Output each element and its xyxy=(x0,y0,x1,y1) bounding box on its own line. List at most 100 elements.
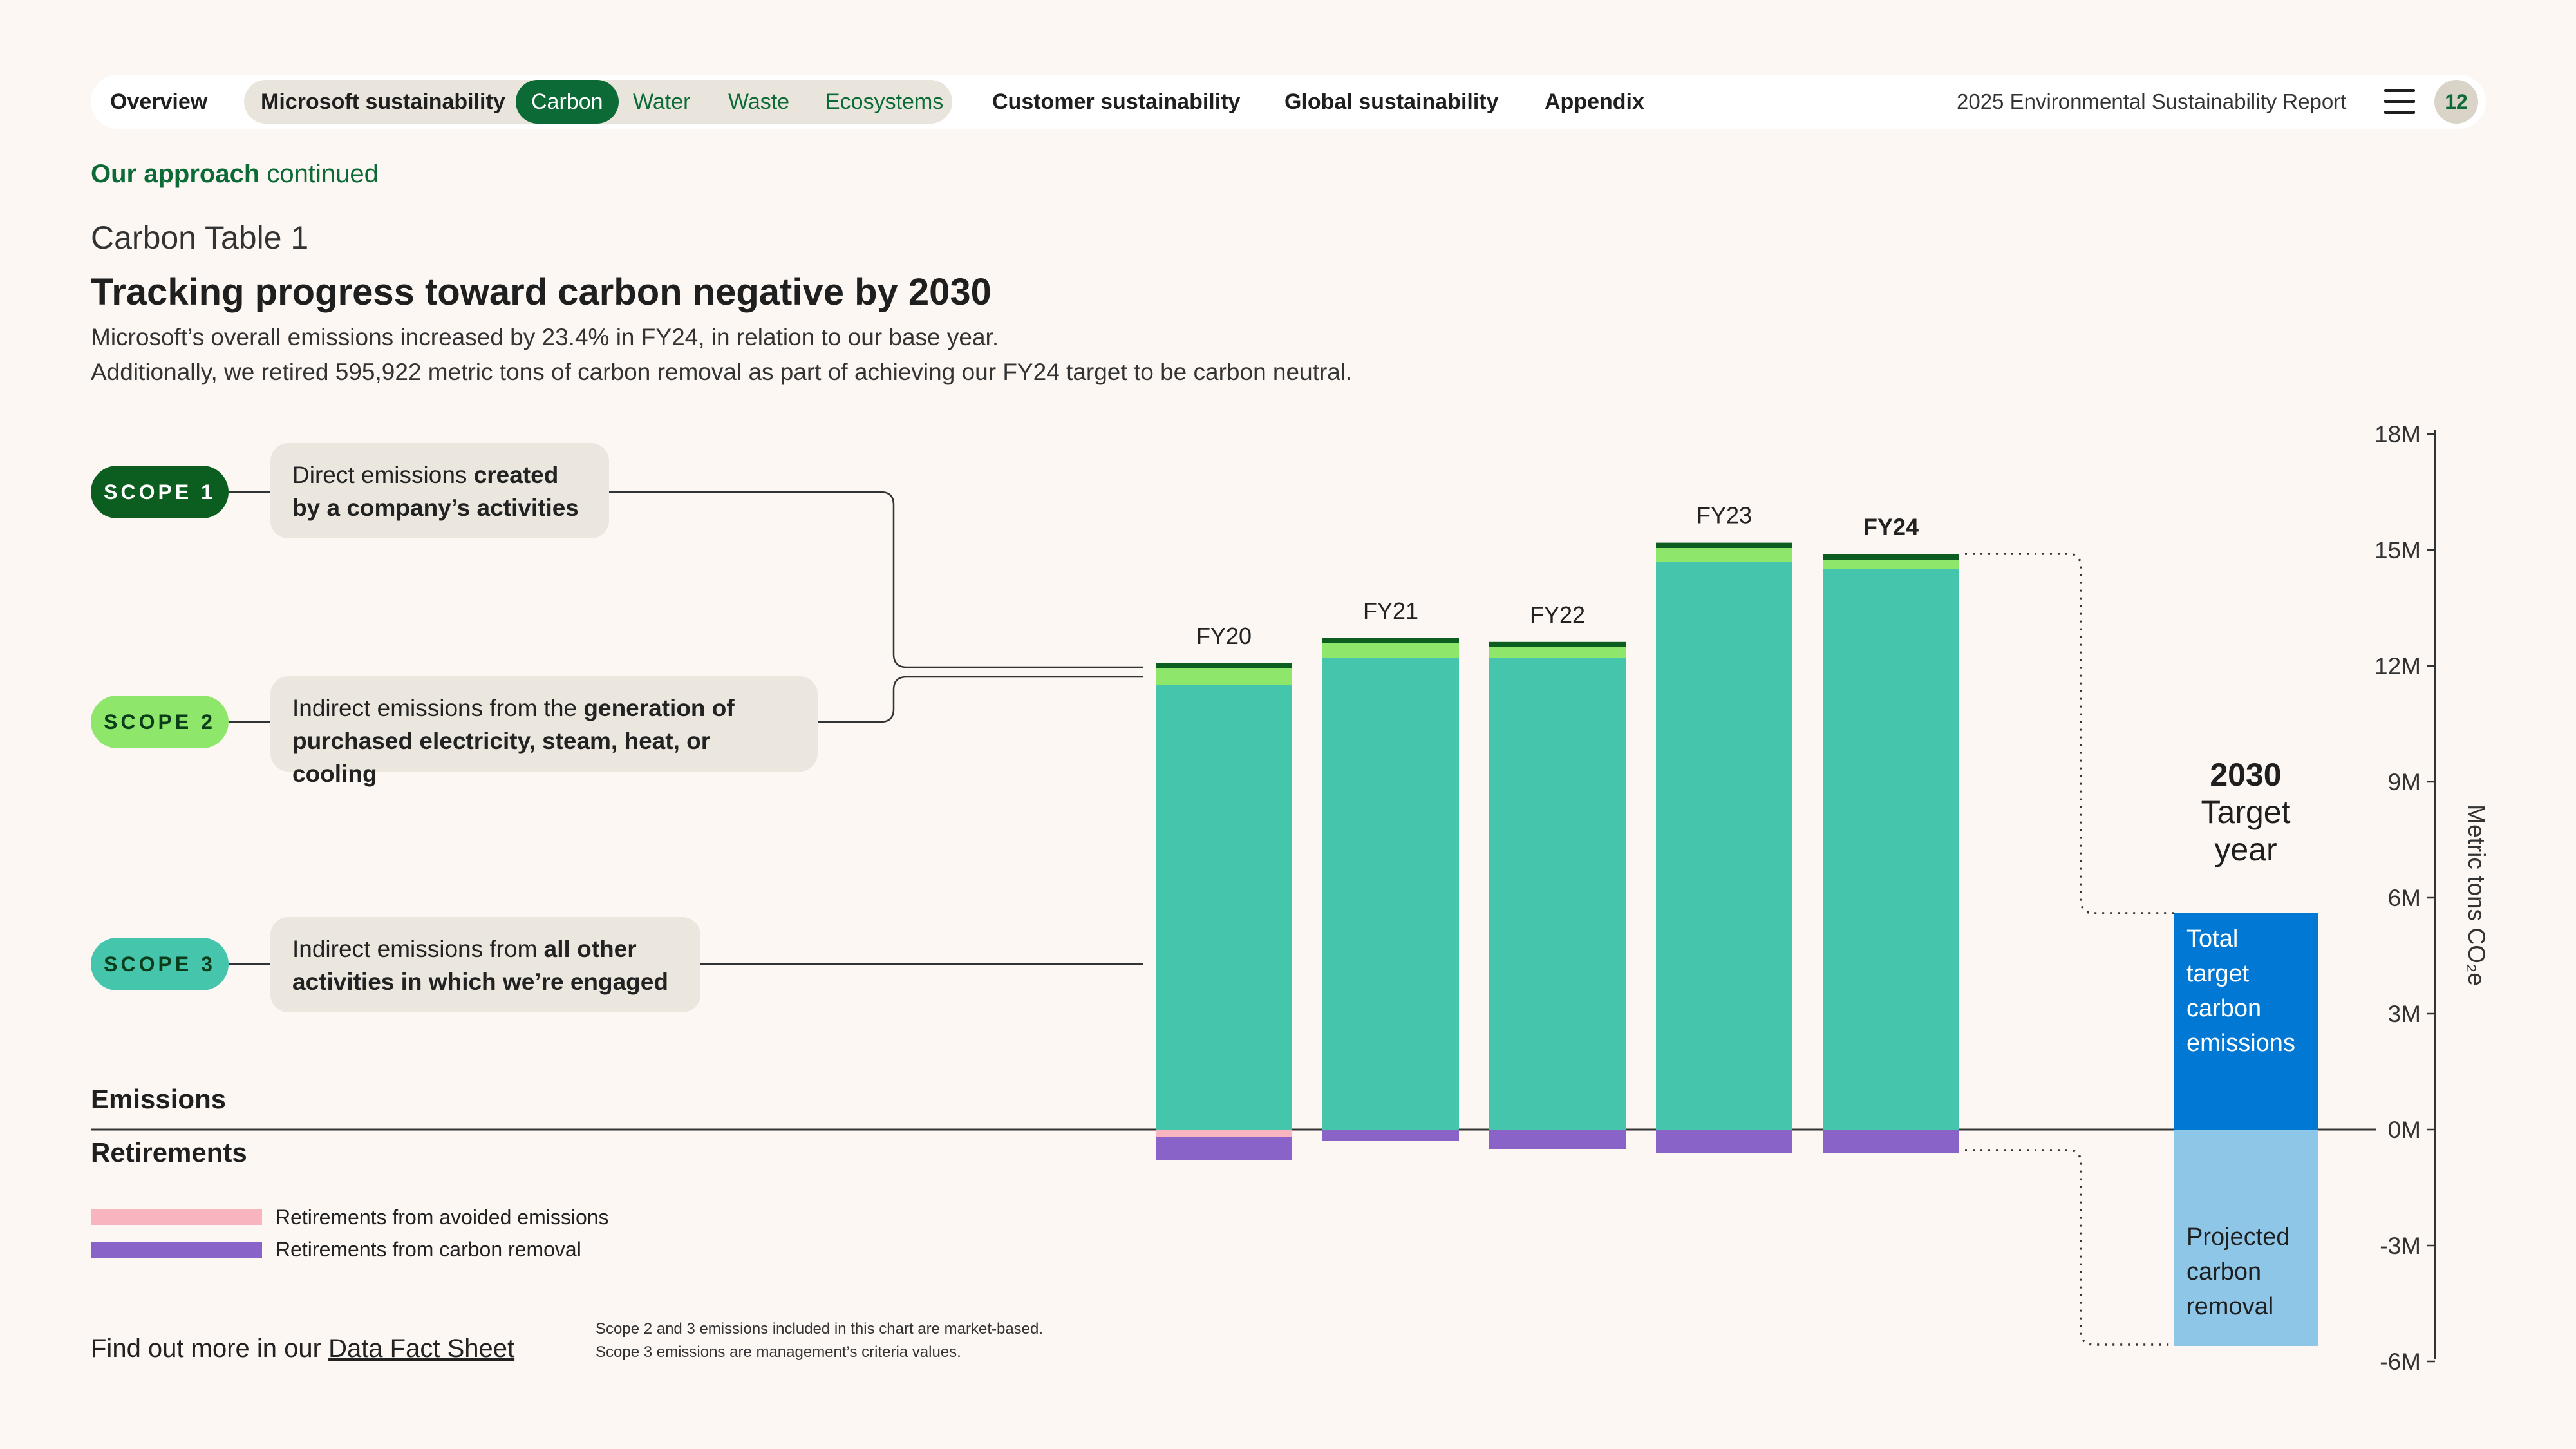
y-tick-label: 0M xyxy=(2388,1117,2421,1143)
scope-2-label: SCOPE 2 xyxy=(104,710,216,734)
nav-customer-sustainability[interactable]: Customer sustainability xyxy=(992,90,1241,114)
scope-3-description: Indirect emissions from all other activi… xyxy=(270,917,700,1012)
bar-segment-fy20-2 xyxy=(1156,663,1292,668)
bar-segment-fy21-0 xyxy=(1322,658,1459,1130)
bar-label-fy21: FY21 xyxy=(1363,598,1418,624)
footnote-1: Scope 2 and 3 emissions included in this… xyxy=(596,1320,1044,1338)
scope-2-text-a: Indirect emissions from the xyxy=(292,695,584,721)
bar-segment-fy24-2 xyxy=(1823,554,1959,560)
y-tick-label: 18M xyxy=(2374,421,2421,448)
legend-swatch-removal xyxy=(91,1242,262,1258)
section-breadcrumb: Our approach continued xyxy=(91,160,379,189)
nav-waste[interactable]: Waste xyxy=(728,90,790,114)
target-emissions-label: carbon xyxy=(2186,995,2261,1022)
bar-label-fy23: FY23 xyxy=(1697,502,1752,529)
top-nav: Overview Microsoft sustainability Carbon… xyxy=(91,75,2486,129)
nav-water[interactable]: Water xyxy=(633,90,691,114)
bar-segment-fy20-1 xyxy=(1156,668,1292,685)
target-removal-bar xyxy=(2174,1130,2318,1346)
bar-segment-fy20-0 xyxy=(1156,685,1292,1130)
y-tick-label: -6M xyxy=(2380,1349,2421,1375)
nav-ecosystems[interactable]: Ecosystems xyxy=(825,90,944,114)
footnote-2: Scope 3 emissions are management’s crite… xyxy=(596,1343,961,1361)
target-connector-bottom xyxy=(1965,1149,2174,1346)
bar-label-fy20: FY20 xyxy=(1196,623,1252,649)
bar-segment-fy21-1 xyxy=(1322,643,1459,658)
bar-segment-fy22-4 xyxy=(1489,1130,1626,1149)
target-removal-label: carbon xyxy=(2186,1258,2261,1285)
scope-2-description: Indirect emissions from the generation o… xyxy=(270,676,818,787)
scope-3-label: SCOPE 3 xyxy=(104,952,216,976)
legend-label-removal: Retirements from carbon removal xyxy=(276,1238,581,1261)
bar-segment-fy24-1 xyxy=(1823,560,1959,569)
page-number-badge: 12 xyxy=(2434,80,2478,124)
approach-continued: continued xyxy=(259,160,379,188)
y-tick-label: 12M xyxy=(2374,653,2421,679)
y-tick-label: 15M xyxy=(2374,537,2421,564)
report-title: 2025 Environmental Sustainability Report xyxy=(1957,90,2347,113)
scope-2-pill: SCOPE 2 xyxy=(91,696,229,748)
y-tick-label: 6M xyxy=(2388,885,2421,911)
y-axis-label: Metric tons CO₂e xyxy=(2463,804,2490,986)
scope-2-text-b: generation of xyxy=(583,695,735,721)
bar-segment-fy21-4 xyxy=(1322,1130,1459,1141)
bar-segment-fy23-4 xyxy=(1656,1130,1792,1153)
nav-overview[interactable]: Overview xyxy=(110,90,208,114)
scope-3-text-b: all other xyxy=(543,936,637,962)
scope-3-text-c: activities in which we’re engaged xyxy=(292,969,668,995)
retirements-label: Retirements xyxy=(91,1137,247,1168)
target-connector-top xyxy=(1965,553,2174,914)
target-emissions-label: target xyxy=(2186,960,2250,987)
target-removal-label: removal xyxy=(2186,1293,2273,1320)
scope-1-description: Direct emissions created by a company’s … xyxy=(270,443,609,538)
nav-appendix[interactable]: Appendix xyxy=(1545,90,1644,114)
emissions-label: Emissions xyxy=(91,1084,227,1114)
subtitle-line-1: Microsoft’s overall emissions increased … xyxy=(91,324,999,350)
bar-segment-fy22-0 xyxy=(1489,658,1626,1130)
target-removal-label: Projected xyxy=(2186,1224,2290,1251)
scope-1-text-c: by a company’s activities xyxy=(292,495,579,521)
page-title: Tracking progress toward carbon negative… xyxy=(91,271,992,313)
legend-swatch-avoided xyxy=(91,1209,262,1225)
bars-group: FY20 FY21 FY22 FY23 FY24 xyxy=(1156,502,1959,1160)
nav-global-sustainability[interactable]: Global sustainability xyxy=(1284,90,1499,114)
footer-text: Find out more in our Data Fact Sheet xyxy=(91,1334,514,1363)
nav-carbon[interactable]: Carbon xyxy=(516,80,619,124)
target-emissions-bar xyxy=(2174,913,2318,1130)
bar-segment-fy24-0 xyxy=(1823,569,1959,1130)
subtitle-line-2: Additionally, we retired 595,922 metric … xyxy=(91,359,1353,385)
bar-segment-fy23-0 xyxy=(1656,562,1792,1130)
nav-microsoft-sustainability[interactable]: Microsoft sustainability xyxy=(261,90,505,114)
bar-segment-fy24-4 xyxy=(1823,1130,1959,1153)
y-axis-ticks: 18M 15M 12M 9M 6M 3M 0M -3M -6M xyxy=(2374,421,2435,1375)
target-heading: 2030 xyxy=(2210,757,2281,793)
table-label: Carbon Table 1 xyxy=(91,220,309,256)
target-line3: year xyxy=(2214,831,2277,867)
scope-2-text-c: purchased electricity, steam, heat, or c… xyxy=(292,728,711,787)
scope-1-text-b: created xyxy=(473,462,559,488)
bar-segment-fy21-2 xyxy=(1322,638,1459,643)
scope-1-pill: SCOPE 1 xyxy=(91,466,229,518)
bar-segment-fy23-1 xyxy=(1656,548,1792,562)
bar-segment-fy22-1 xyxy=(1489,647,1626,658)
bar-segment-fy20-3 xyxy=(1156,1130,1292,1137)
scope2-connector xyxy=(228,676,1143,723)
data-fact-sheet-link[interactable]: Data Fact Sheet xyxy=(328,1334,515,1363)
footer-prefix: Find out more in our xyxy=(91,1334,329,1363)
bar-segment-fy20-4 xyxy=(1156,1137,1292,1160)
bar-segment-fy22-2 xyxy=(1489,641,1626,647)
bar-label-fy24: FY24 xyxy=(1863,514,1919,540)
target-line2: Target xyxy=(2201,794,2291,830)
target-emissions-label: emissions xyxy=(2186,1030,2295,1057)
legend-label-avoided: Retirements from avoided emissions xyxy=(276,1206,609,1229)
bar-label-fy22: FY22 xyxy=(1530,601,1585,628)
approach-label: Our approach xyxy=(91,160,260,188)
scope-3-text-a: Indirect emissions from xyxy=(292,936,544,962)
scope-3-pill: SCOPE 3 xyxy=(91,938,229,990)
target-emissions-label: Total xyxy=(2186,925,2238,952)
scope-1-label: SCOPE 1 xyxy=(104,480,216,504)
menu-icon[interactable] xyxy=(2384,89,2415,115)
y-tick-label: -3M xyxy=(2380,1233,2421,1259)
